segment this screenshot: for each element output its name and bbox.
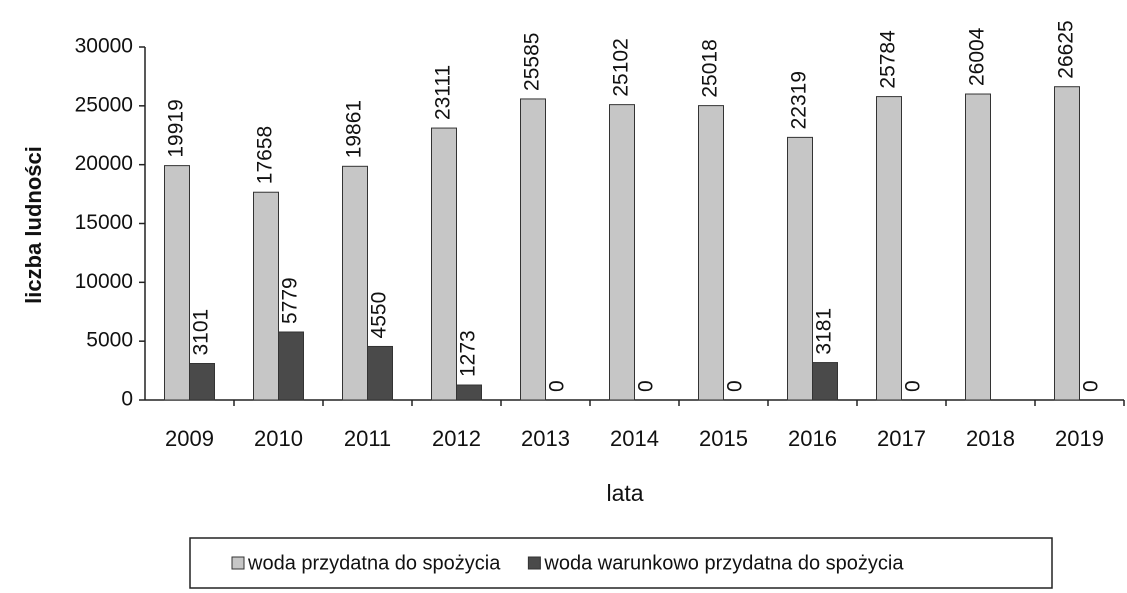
data-label: 0 xyxy=(724,380,747,392)
data-label: 26004 xyxy=(966,27,989,86)
legend-swatch xyxy=(527,556,541,570)
x-tick-label: 2019 xyxy=(1055,426,1104,451)
x-tick-label: 2011 xyxy=(344,426,391,451)
bar xyxy=(253,191,279,401)
data-label: 25018 xyxy=(699,39,722,97)
x-tick-label: 2009 xyxy=(165,426,214,451)
x-tick-label: 2017 xyxy=(877,426,926,451)
data-label: 0 xyxy=(546,380,569,392)
bar xyxy=(456,384,482,401)
data-label: 3101 xyxy=(190,309,213,356)
y-tick-label: 20000 xyxy=(75,152,133,175)
y-tick-label: 10000 xyxy=(75,270,133,293)
y-tick-label: 5000 xyxy=(86,329,133,352)
x-tick-label: 2015 xyxy=(699,426,748,451)
bar xyxy=(164,165,190,401)
y-tick-label: 25000 xyxy=(75,93,133,116)
data-label: 23111 xyxy=(432,65,455,120)
data-label: 17658 xyxy=(254,126,277,184)
bar xyxy=(278,331,304,401)
legend-label: woda przydatna do spożycia xyxy=(247,552,501,574)
y-tick-label: 15000 xyxy=(75,211,133,234)
bar xyxy=(787,136,813,401)
x-axis-label: lata xyxy=(606,480,643,506)
bar xyxy=(698,105,724,401)
bar xyxy=(965,93,991,401)
bar xyxy=(876,96,902,401)
data-label: 4550 xyxy=(368,292,391,339)
legend-label: woda warunkowo przydatna do spożycia xyxy=(543,552,904,574)
legend-box xyxy=(189,537,1053,589)
x-tick-label: 2012 xyxy=(432,426,481,451)
bar xyxy=(367,345,393,401)
x-tick-label: 2010 xyxy=(254,426,303,451)
data-label: 22319 xyxy=(788,71,811,129)
y-axis-label: liczba ludności xyxy=(21,146,46,304)
bar xyxy=(342,165,368,401)
x-tick-label: 2016 xyxy=(788,426,837,451)
data-label: 19919 xyxy=(165,99,188,157)
bar xyxy=(520,98,546,401)
data-label: 19861 xyxy=(343,100,366,158)
y-tick-label: 0 xyxy=(121,388,133,411)
data-label: 0 xyxy=(635,380,658,392)
data-label: 0 xyxy=(902,380,925,392)
bar xyxy=(431,127,457,401)
bar xyxy=(189,363,215,401)
data-label: 25585 xyxy=(521,33,544,91)
data-label: 0 xyxy=(1080,380,1103,392)
data-label: 5779 xyxy=(279,277,302,324)
x-tick-label: 2018 xyxy=(966,426,1015,451)
data-label: 25102 xyxy=(610,38,633,96)
data-label: 1273 xyxy=(457,330,480,377)
bar xyxy=(1054,86,1080,401)
x-tick-label: 2013 xyxy=(521,426,570,451)
legend-swatch xyxy=(231,556,245,570)
data-label: 25784 xyxy=(877,30,900,89)
bar xyxy=(812,362,838,401)
x-tick-label: 2014 xyxy=(610,426,659,451)
data-label: 3181 xyxy=(813,308,836,355)
data-label: 26625 xyxy=(1055,20,1078,78)
y-tick-label: 30000 xyxy=(75,35,133,58)
bar xyxy=(609,104,635,401)
